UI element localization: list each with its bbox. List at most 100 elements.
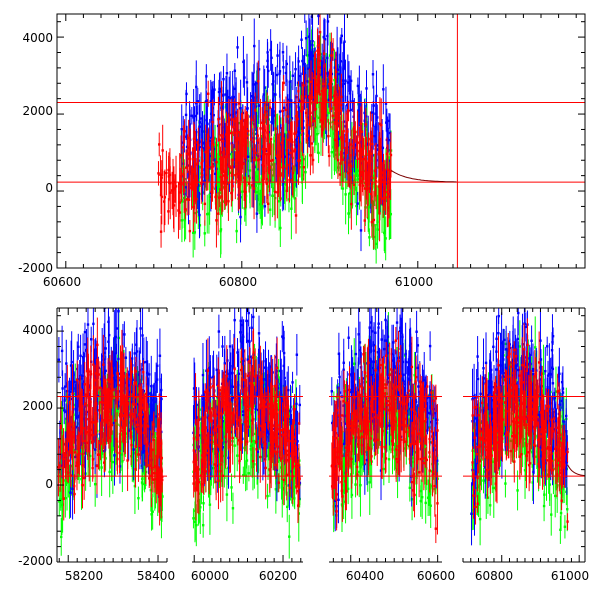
data-point — [249, 138, 253, 141]
data-point — [258, 387, 261, 390]
data-point — [284, 71, 288, 75]
data-point — [69, 425, 73, 428]
data-point — [355, 146, 358, 149]
data-point — [285, 103, 289, 107]
data-point — [124, 356, 128, 359]
data-point — [122, 433, 126, 437]
data-point — [127, 429, 130, 432]
data-point — [342, 82, 346, 85]
data-point — [130, 443, 133, 447]
data-point — [254, 407, 257, 411]
data-point — [219, 157, 222, 161]
data-point — [57, 466, 60, 469]
data-point — [385, 152, 389, 156]
data-point — [335, 53, 339, 57]
data-point — [351, 100, 354, 103]
data-point — [134, 370, 138, 373]
data-point — [259, 155, 263, 158]
data-point — [275, 137, 278, 141]
data-point — [246, 129, 250, 133]
data-point — [131, 393, 135, 396]
data-point — [386, 136, 389, 140]
data-point — [263, 205, 267, 208]
data-point — [372, 124, 375, 127]
data-point — [251, 96, 255, 99]
data-point — [192, 116, 195, 119]
data-point — [238, 182, 242, 185]
data-point — [311, 158, 315, 162]
data-point — [327, 98, 331, 102]
data-point — [210, 166, 213, 169]
data-point — [187, 198, 191, 201]
data-point — [365, 128, 369, 131]
data-point — [327, 134, 330, 138]
data-point — [145, 435, 149, 438]
data-point — [81, 464, 84, 467]
data-point — [152, 438, 156, 442]
data-point — [317, 83, 320, 87]
data-point — [254, 151, 257, 155]
data-point — [349, 170, 352, 173]
data-point — [155, 477, 158, 481]
data-point — [276, 154, 279, 158]
data-point — [143, 412, 146, 416]
data-point — [79, 377, 83, 380]
data-point — [360, 130, 364, 133]
data-point — [82, 445, 85, 448]
data-point — [107, 333, 111, 337]
data-point — [356, 135, 359, 138]
data-point — [337, 137, 340, 141]
data-point — [252, 439, 255, 443]
data-point — [306, 54, 309, 57]
data-point — [237, 102, 241, 105]
data-point — [155, 454, 159, 458]
data-point — [117, 357, 120, 361]
data-point — [373, 169, 377, 172]
data-point — [318, 59, 322, 62]
data-point — [117, 384, 120, 387]
data-point — [283, 155, 286, 158]
data-point — [302, 166, 306, 169]
data-point — [340, 95, 343, 99]
data-point — [73, 380, 76, 384]
data-point — [179, 154, 183, 157]
data-point — [385, 121, 388, 124]
data-point — [145, 424, 148, 427]
data-point — [376, 205, 380, 209]
data-point — [315, 90, 318, 93]
data-point — [88, 450, 91, 453]
data-point — [113, 369, 116, 372]
data-point — [81, 356, 85, 359]
data-point — [376, 228, 380, 231]
data-point — [283, 193, 286, 197]
data-point — [172, 188, 175, 192]
data-point — [157, 172, 160, 175]
data-point — [198, 408, 202, 411]
data-point — [93, 361, 97, 364]
data-point — [274, 488, 278, 491]
data-point — [242, 162, 246, 165]
top-y-tick-labels: -2000 0 2000 4000 — [18, 31, 53, 275]
data-point — [250, 94, 254, 98]
data-point — [347, 109, 350, 113]
data-point — [203, 160, 207, 163]
data-point — [86, 323, 90, 326]
data-point — [380, 172, 384, 176]
data-point — [317, 151, 320, 155]
data-point — [93, 483, 97, 486]
data-point — [385, 119, 389, 122]
data-point — [370, 176, 374, 179]
data-point — [148, 464, 152, 467]
data-point — [377, 185, 381, 188]
data-point — [106, 434, 110, 437]
data-point — [362, 157, 365, 161]
data-point — [308, 54, 311, 57]
data-point — [268, 390, 272, 393]
data-point — [100, 355, 104, 358]
data-point — [359, 122, 362, 125]
data-point — [132, 415, 136, 418]
data-point — [89, 373, 93, 376]
data-point — [323, 38, 327, 41]
data-point — [64, 410, 68, 413]
top-x-tick-label: 60600 — [43, 275, 81, 289]
